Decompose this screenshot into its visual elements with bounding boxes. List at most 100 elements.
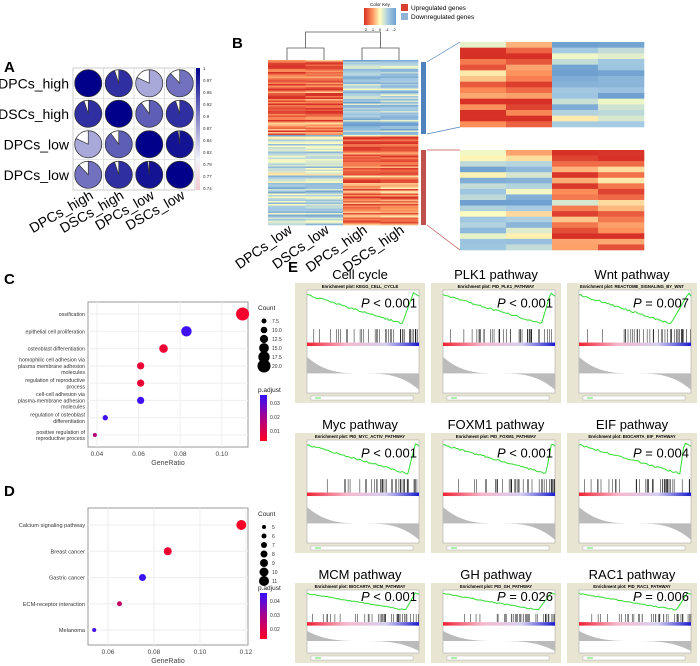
heatmap-cell bbox=[380, 66, 419, 68]
legend-label: Upregulated genes bbox=[411, 5, 467, 12]
heatmap-cell bbox=[380, 102, 419, 104]
size-legend-dot bbox=[260, 326, 268, 334]
heatmap-cell bbox=[343, 79, 381, 82]
gsea-legend bbox=[446, 655, 550, 661]
heatmap-cell bbox=[380, 117, 419, 119]
connector-line bbox=[426, 126, 461, 135]
zoom-heatmap-cell bbox=[506, 244, 553, 251]
color-key-tick: 0 bbox=[379, 27, 382, 32]
heatmap-cell bbox=[268, 186, 306, 188]
heatmap-cell bbox=[343, 105, 381, 107]
heatmap-cell bbox=[305, 138, 344, 140]
heatmap-cell bbox=[380, 94, 419, 97]
corr-pie bbox=[135, 130, 164, 159]
heatmap-cell bbox=[380, 78, 419, 80]
heatmap-cell bbox=[343, 151, 381, 154]
heatmap-cell bbox=[343, 195, 381, 197]
heatmap-cell bbox=[343, 139, 381, 142]
gsea-plot: MCM pathway Enrichment plot: BIOCARTA_MCM… bbox=[295, 567, 425, 663]
heatmap-cell bbox=[305, 118, 344, 121]
zoom-heatmap-cell bbox=[506, 188, 553, 195]
category-label: ossification bbox=[59, 312, 85, 318]
zoom-heatmap-cell bbox=[552, 70, 599, 77]
zoom-heatmap-cell bbox=[460, 64, 507, 71]
heatmap-cell bbox=[268, 91, 306, 94]
heatmap-cell bbox=[305, 204, 344, 206]
heatmap-cell bbox=[305, 97, 344, 100]
heatmap-cell bbox=[380, 162, 419, 164]
heatmap-cell bbox=[268, 138, 306, 140]
size-legend-dot bbox=[262, 525, 266, 529]
heatmap-cell bbox=[305, 132, 344, 134]
heatmap-cell bbox=[268, 202, 306, 205]
data-point bbox=[102, 415, 108, 421]
gsea-plot: Wnt pathway Enrichment plot: REACTOME_SIG… bbox=[567, 267, 697, 403]
heatmap-cell bbox=[268, 181, 306, 184]
heatmap-cell bbox=[305, 120, 344, 122]
corr-pie bbox=[135, 69, 164, 98]
zoom-heatmap-cell bbox=[506, 115, 553, 122]
gsea-title: Myc pathway bbox=[322, 417, 398, 432]
heatmap-cell bbox=[268, 214, 306, 217]
heatmap-cell bbox=[343, 76, 381, 79]
zoom-heatmap-cell bbox=[460, 238, 507, 245]
heatmap-cell bbox=[268, 108, 306, 110]
size-legend-dot bbox=[259, 567, 269, 577]
heatmap-cell bbox=[268, 183, 306, 185]
heatmap-cell bbox=[380, 141, 419, 143]
corr-pie bbox=[135, 99, 164, 128]
zoom-heatmap-cell bbox=[598, 155, 645, 162]
heatmap-cell bbox=[380, 157, 419, 160]
heatmap-cell bbox=[305, 78, 344, 80]
heatmap-cell bbox=[343, 192, 381, 194]
heatmap-cell bbox=[305, 141, 344, 143]
heatmap-cell bbox=[380, 159, 419, 161]
size-legend-label: 12.5 bbox=[272, 337, 282, 343]
x-tick-label: 0.08 bbox=[148, 649, 161, 656]
heatmap-cell bbox=[305, 102, 344, 104]
zoom-heatmap-cell bbox=[598, 81, 645, 88]
heatmap-cell bbox=[343, 72, 381, 74]
heatmap-cell bbox=[343, 103, 381, 106]
heatmap-cell bbox=[343, 144, 381, 146]
heatmap-cell bbox=[380, 171, 419, 173]
heatmap-cell bbox=[268, 169, 306, 172]
colorbar-tick: 0.9 bbox=[203, 114, 210, 119]
heatmap-cell bbox=[268, 184, 306, 187]
heatmap-cell bbox=[343, 148, 381, 151]
heatmap-cell bbox=[305, 189, 344, 191]
color-key-tick: 2 bbox=[365, 27, 368, 32]
heatmap-cell bbox=[380, 168, 419, 170]
zoom-heatmap-cell bbox=[552, 183, 599, 190]
heatmap-cell bbox=[268, 135, 306, 137]
zoom-heatmap-cell bbox=[598, 244, 645, 251]
heatmap-cell bbox=[380, 123, 419, 125]
heatmap-cell bbox=[305, 213, 344, 215]
x-tick-label: 0.08 bbox=[174, 451, 187, 458]
heatmap-cell bbox=[343, 69, 381, 71]
heatmap-cell bbox=[305, 177, 344, 179]
corr-pie bbox=[165, 130, 194, 159]
zoom-heatmap-cell bbox=[506, 227, 553, 234]
heatmap-cell bbox=[268, 198, 306, 200]
size-legend-title: Count bbox=[258, 511, 276, 518]
size-legend-label: 10.0 bbox=[272, 328, 282, 334]
heatmap-cell bbox=[380, 139, 419, 142]
zoom-heatmap-cell bbox=[506, 200, 553, 206]
heatmap-cell bbox=[380, 148, 419, 151]
heatmap-cell bbox=[343, 186, 381, 188]
corr-row-label: DPCs_low bbox=[4, 136, 70, 152]
heatmap-cell bbox=[268, 82, 306, 85]
heatmap-cell bbox=[380, 223, 419, 226]
heatmap-cell bbox=[305, 186, 344, 188]
heatmap-cell bbox=[305, 216, 344, 218]
category-label: Breast cancer bbox=[50, 549, 85, 555]
heatmap-cell bbox=[268, 159, 306, 161]
zoom-heatmap-cell bbox=[598, 104, 645, 111]
heatmap-cell bbox=[343, 94, 381, 97]
p-value-text: < 0.001 bbox=[370, 296, 417, 311]
zoom-heatmap-cell bbox=[506, 93, 553, 99]
panel-d-dotplot: 0.06 0.08 0.10 0.12 GeneRatio Calcium signali… bbox=[19, 507, 281, 665]
heatmap-cell bbox=[380, 79, 419, 82]
corr-pie bbox=[74, 160, 103, 189]
